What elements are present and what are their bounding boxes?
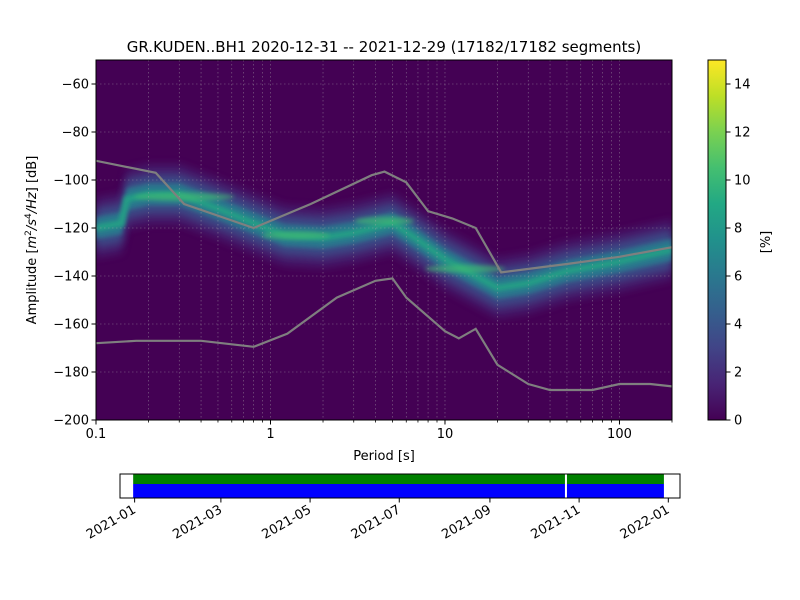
colorbar: 0 2 4 6 8 10 12 14 [%]	[707, 59, 774, 429]
y-tick-label: −200	[53, 414, 89, 429]
timeline-tick-label: 2021-07	[349, 502, 404, 542]
density-peak	[424, 264, 505, 273]
timeline-ticks: 2021-01 2021-03 2021-05 2021-07 2021-09 2021-…	[84, 498, 672, 543]
colorbar-tick-label: 12	[734, 126, 751, 141]
density-peak	[261, 231, 330, 240]
low-noise-model-curve	[96, 277, 672, 392]
grid-lines	[96, 60, 672, 420]
density-core-band	[96, 183, 672, 299]
timeline-tick-label: 2022-01	[618, 502, 673, 542]
timeline-tick-label: 2021-09	[439, 502, 494, 542]
y-axis-ticks: −200 −180 −160 −140 −120 −100 −80 −60	[53, 78, 96, 429]
y-tick-label: −60	[62, 78, 89, 93]
noise-model-curves	[96, 159, 672, 392]
x-tick-label: 100	[607, 427, 632, 442]
density-peak	[134, 192, 235, 201]
x-tick-label: 0.1	[86, 427, 107, 442]
colorbar-label: [%]	[759, 231, 774, 254]
data-coverage-timeline: 2021-01 2021-03 2021-05 2021-07 2021-09 2021-…	[84, 473, 681, 543]
chart-title: GR.KUDEN..BH1 2020-12-31 -- 2021-12-29 (…	[127, 38, 641, 56]
plot-frame	[95, 59, 673, 421]
colorbar-tick-label: 0	[734, 414, 742, 429]
colorbar-tick-label: 10	[734, 174, 751, 189]
x-tick-label: 1	[266, 427, 274, 442]
y-tick-label: −100	[53, 174, 89, 189]
x-tick-label: 10	[437, 427, 454, 442]
timeline-tick-label: 2021-11	[529, 502, 584, 542]
coverage-gap	[564, 474, 567, 498]
data-coverage-bar	[133, 484, 664, 498]
timeline-tick-label: 2021-05	[260, 502, 315, 542]
x-axis-ticks: 0.1 1 10 100	[86, 420, 673, 442]
y-axis-label: Amplitude [m2/s4/Hz] [dB]	[24, 156, 40, 325]
density-heatmap	[96, 164, 672, 318]
coverage-bars	[133, 474, 664, 498]
colorbar-tick-label: 4	[734, 318, 742, 333]
colorbar-tick-label: 14	[734, 78, 751, 93]
y-tick-label: −180	[53, 366, 89, 381]
high-noise-model-curve	[96, 159, 672, 274]
colorbar-tick-label: 8	[734, 222, 742, 237]
timeline-tick-label: 2021-03	[170, 502, 225, 542]
x-axis-label: Period [s]	[353, 449, 415, 464]
y-tick-label: −120	[53, 222, 89, 237]
colorbar-tick-label: 6	[734, 270, 742, 285]
density-peak	[354, 216, 415, 225]
y-tick-label: −160	[53, 318, 89, 333]
y-tick-label: −80	[62, 126, 89, 141]
colorbar-tick-label: 2	[734, 366, 742, 381]
colorbar-gradient	[707, 59, 727, 421]
timeline-tick-label: 2021-01	[84, 502, 139, 542]
psd-plot-area: 0.1 1 10 100 −200 −180 −160 −140 −120 −100 −80 −60	[53, 59, 673, 442]
psd-coverage-bar	[133, 474, 664, 484]
colorbar-ticks: 0 2 4 6 8 10 12 14	[726, 78, 751, 429]
y-tick-label: −140	[53, 270, 89, 285]
